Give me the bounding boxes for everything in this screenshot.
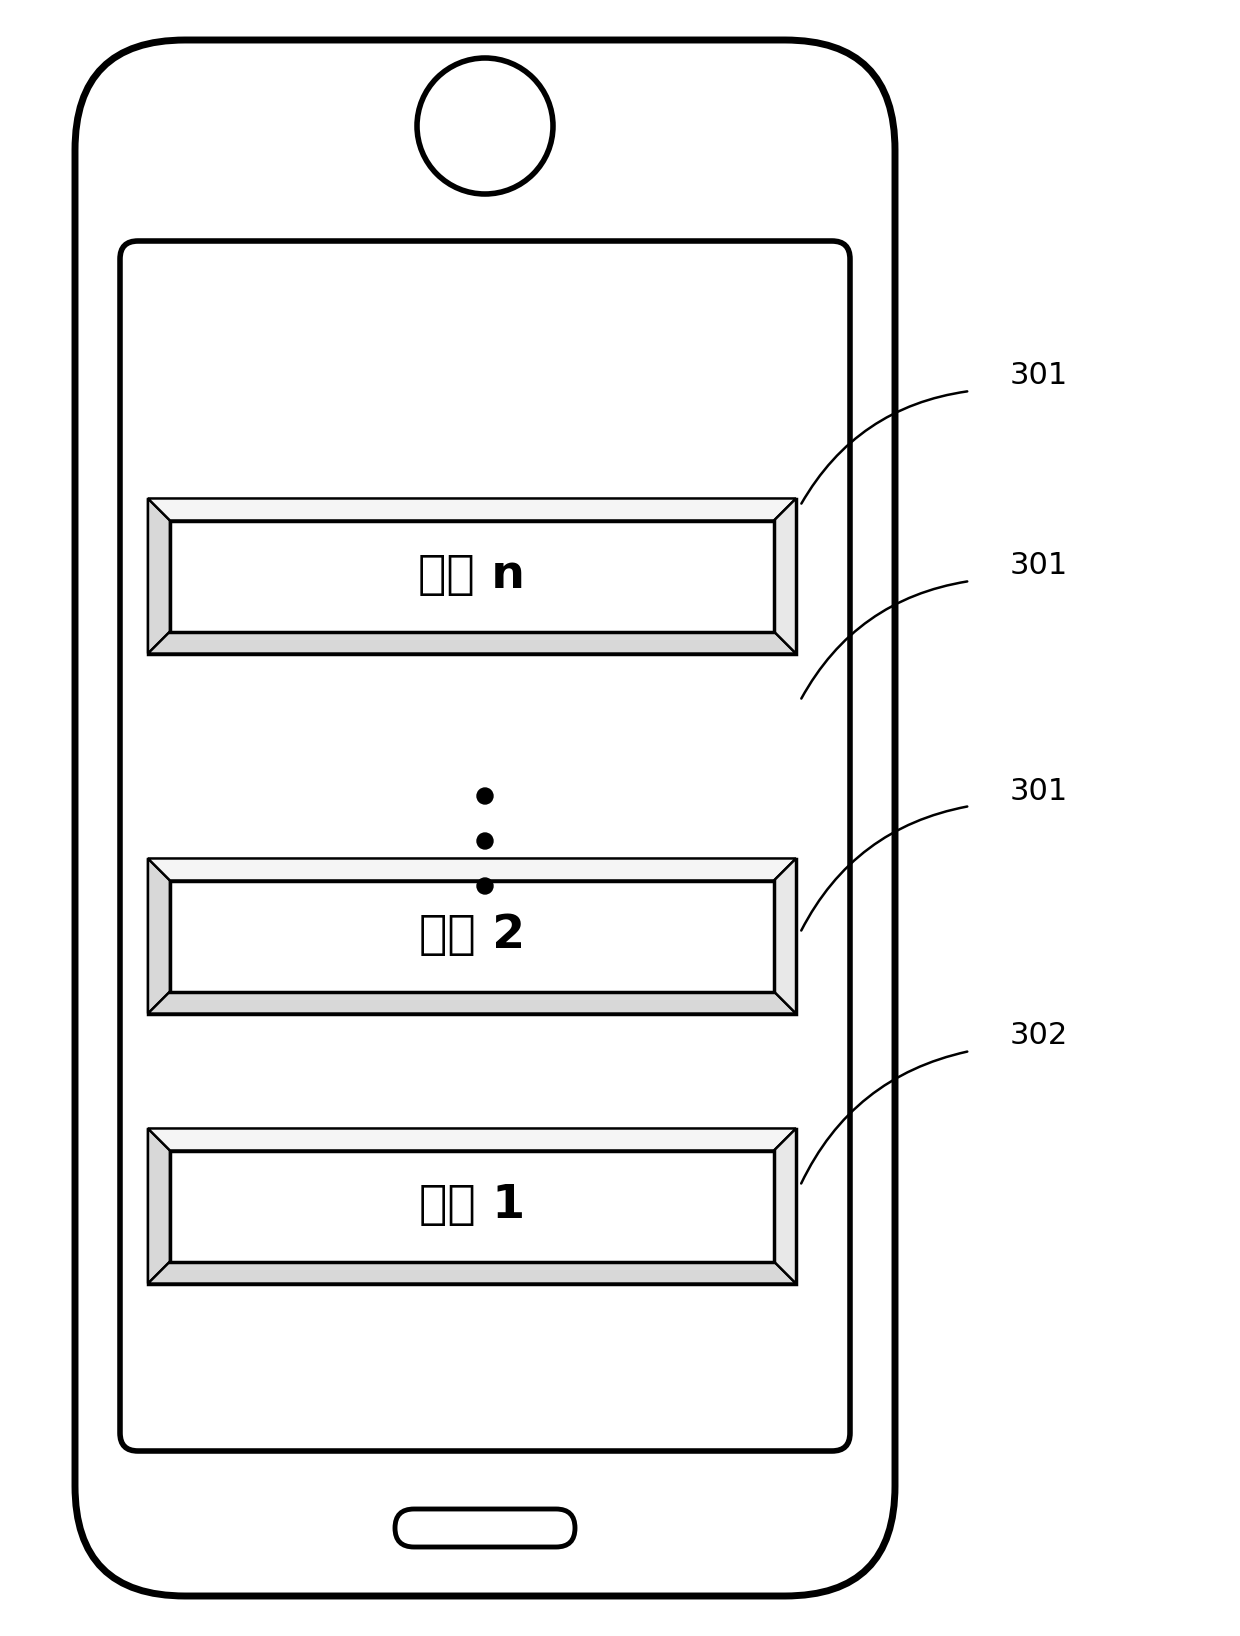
Bar — [170, 520, 774, 631]
Circle shape — [417, 57, 553, 195]
Polygon shape — [148, 859, 796, 880]
Text: 应用 n: 应用 n — [419, 553, 526, 599]
FancyBboxPatch shape — [396, 1508, 575, 1548]
Circle shape — [477, 879, 494, 893]
Text: 301: 301 — [1011, 777, 1068, 805]
Polygon shape — [148, 499, 796, 520]
Text: 301: 301 — [1011, 362, 1068, 391]
Bar — [148, 499, 796, 653]
FancyBboxPatch shape — [120, 240, 849, 1451]
Polygon shape — [148, 499, 170, 653]
FancyBboxPatch shape — [74, 39, 895, 1597]
Polygon shape — [148, 1261, 796, 1284]
Bar — [170, 520, 774, 631]
Bar — [170, 880, 774, 991]
Bar — [148, 1129, 796, 1284]
Circle shape — [477, 833, 494, 849]
Polygon shape — [148, 1129, 796, 1150]
Polygon shape — [148, 859, 170, 1013]
Bar — [170, 1150, 774, 1261]
Polygon shape — [774, 499, 796, 653]
Bar — [148, 859, 796, 1013]
Bar — [170, 1150, 774, 1261]
Text: 应用 2: 应用 2 — [419, 913, 525, 959]
Text: 应用 1: 应用 1 — [419, 1183, 525, 1229]
Polygon shape — [148, 991, 796, 1013]
Polygon shape — [148, 631, 796, 653]
Text: 301: 301 — [1011, 551, 1068, 581]
Circle shape — [477, 789, 494, 803]
Bar — [170, 880, 774, 991]
Polygon shape — [774, 859, 796, 1013]
Polygon shape — [774, 1129, 796, 1284]
Text: 302: 302 — [1011, 1021, 1068, 1050]
Polygon shape — [148, 1129, 170, 1284]
